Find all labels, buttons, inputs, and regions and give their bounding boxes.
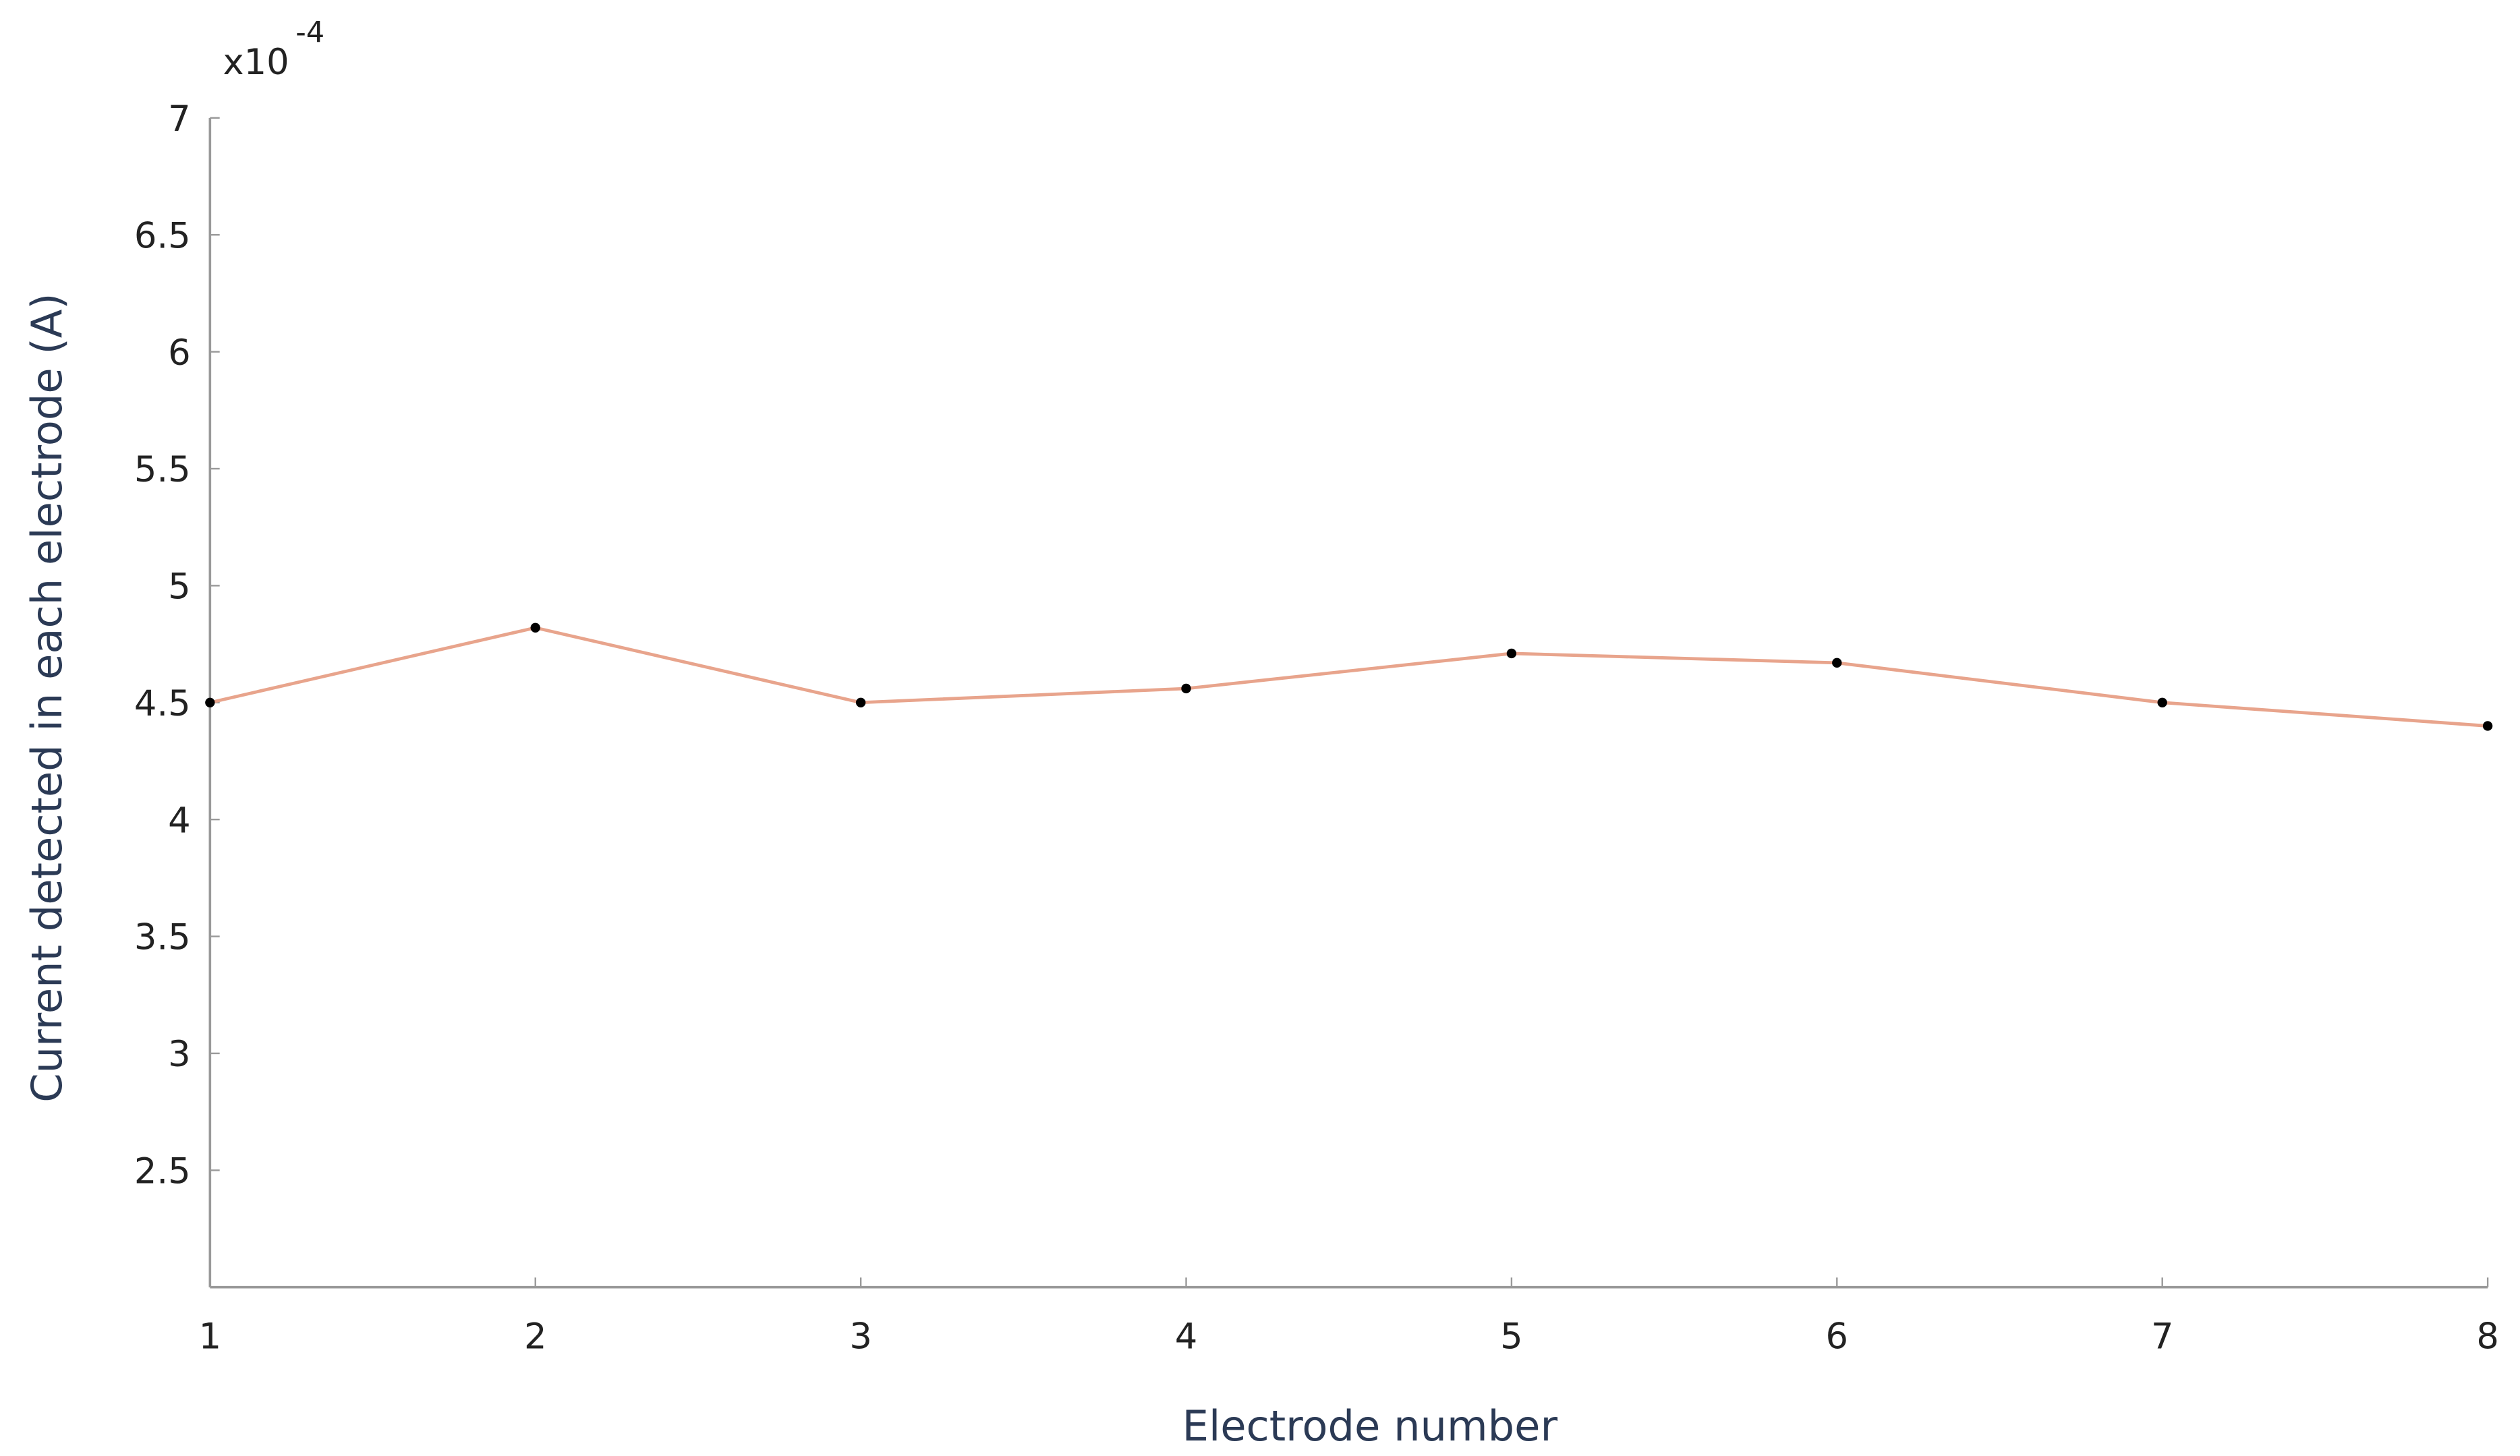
y-tick-label: 3.5 [134, 917, 191, 958]
y-tick-label: 4 [168, 800, 191, 841]
marker [2482, 721, 2493, 731]
x-tick-label: 8 [2476, 1316, 2499, 1358]
marker [2157, 697, 2167, 707]
y-axis-title: Current detected in each electrode (A) [22, 293, 71, 1102]
y-tick-label: 2.5 [134, 1151, 191, 1192]
y-multiplier-exponent: -4 [295, 16, 324, 49]
x-tick-label: 4 [1175, 1316, 1198, 1358]
marker [1506, 648, 1517, 659]
y-tick-label: 5.5 [134, 449, 191, 490]
x-tick-label: 2 [524, 1316, 547, 1358]
y-tick-label: 6.5 [134, 215, 191, 256]
x-axis-title: Electrode number [1182, 1401, 1558, 1451]
marker [205, 697, 215, 707]
y-tick-label: 4.5 [134, 683, 191, 724]
marker [530, 622, 540, 633]
y-tick-label: 7 [168, 98, 191, 140]
x-tick-label: 7 [2151, 1316, 2174, 1358]
x-tick-label: 3 [849, 1316, 872, 1358]
y-tick-label: 5 [168, 566, 191, 608]
marker [855, 697, 866, 707]
y-multiplier-base: x10 [223, 42, 289, 83]
y-tick-label: 3 [168, 1034, 191, 1075]
x-tick-label: 1 [199, 1316, 222, 1358]
marker [1181, 683, 1191, 694]
x-tick-label: 5 [1500, 1316, 1523, 1358]
line [209, 626, 2488, 728]
marker [1832, 658, 1842, 668]
x-tick-label: 6 [1826, 1316, 1849, 1358]
y-tick-label: 6 [168, 332, 191, 374]
